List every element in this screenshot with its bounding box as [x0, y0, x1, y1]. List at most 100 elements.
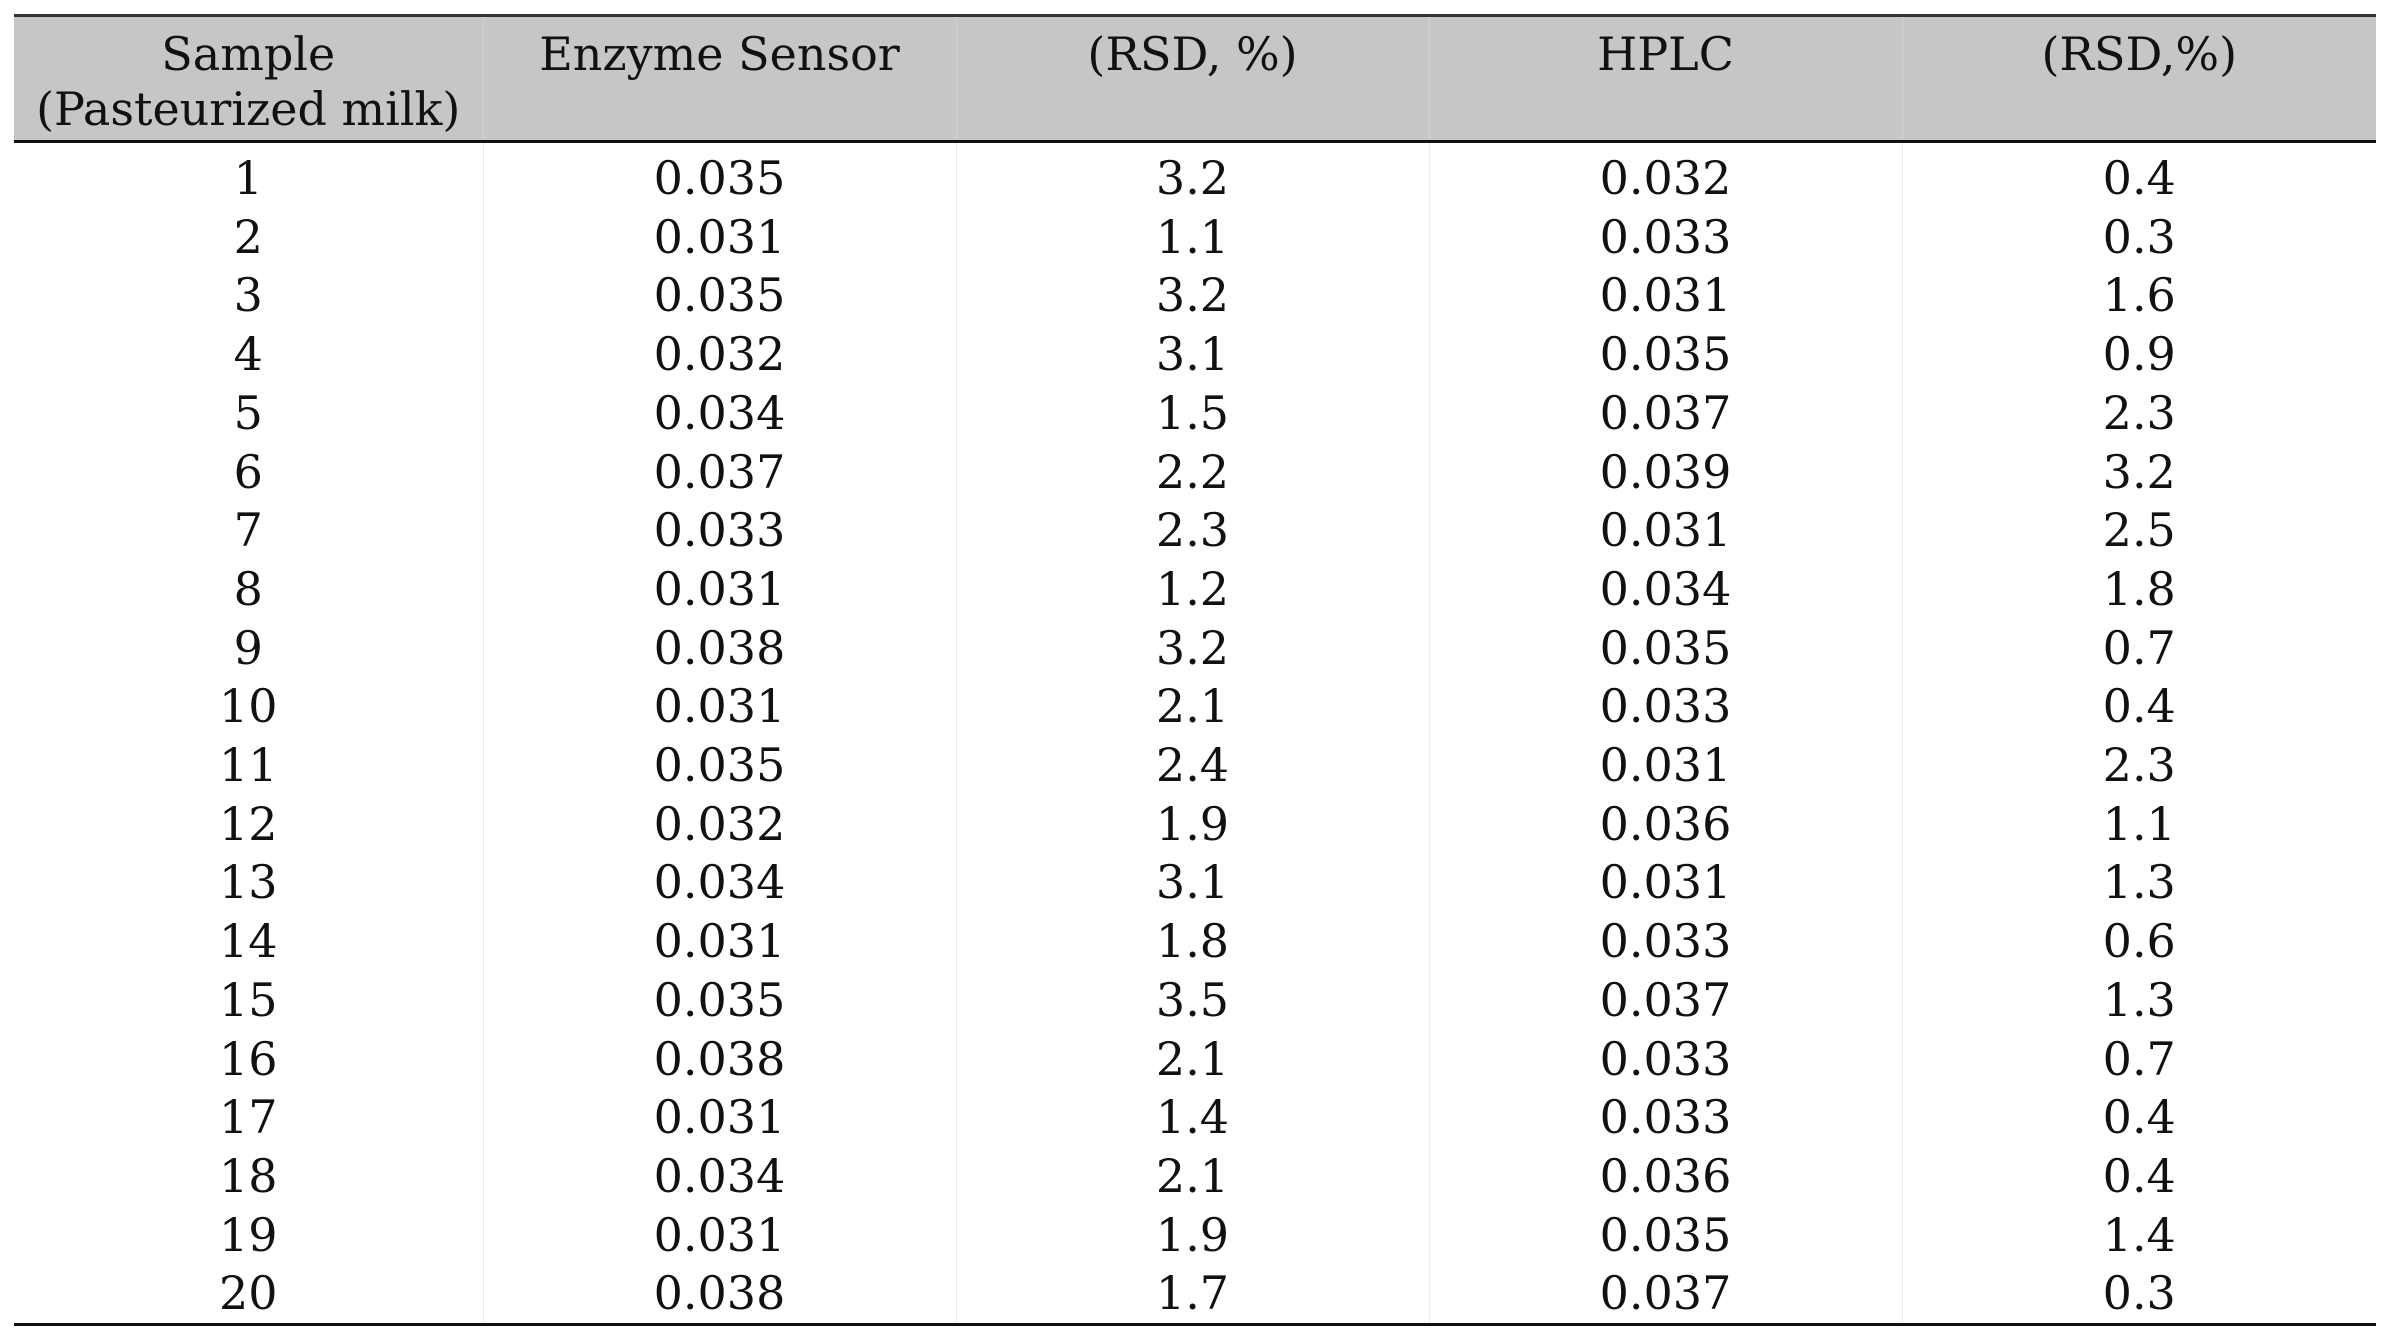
cell-hplc: 0.033 [1428, 1088, 1902, 1147]
cell-enzyme-sensor: 0.031 [482, 1088, 956, 1147]
cell-hplc-rsd: 1.3 [1901, 853, 2376, 913]
cell-sample: 19 [218, 1207, 278, 1262]
cell-sample: 8 [233, 561, 263, 616]
table-row: 4 0.032 3.1 0.035 0.9 [14, 325, 2376, 384]
cell-enzyme-sensor: 0.037 [482, 442, 956, 502]
header-enzyme-rsd: (RSD, %) [955, 14, 1429, 143]
table-row: 3 0.035 3.2 0.031 1.6 [14, 266, 2376, 326]
cell-hplc: 0.032 [1428, 141, 1902, 208]
cell-sample: 10 [218, 679, 278, 734]
header-enzyme-rsd-label: (RSD, %) [1087, 27, 1298, 81]
cell-enzyme-sensor: 0.035 [482, 266, 956, 326]
cell-hplc: 0.033 [1428, 677, 1902, 737]
cell-hplc-rsd: 0.7 [1901, 1029, 2376, 1089]
table-row: 16 0.038 2.1 0.033 0.7 [14, 1029, 2376, 1089]
header-hplc-label: HPLC [1597, 27, 1734, 81]
table-row: 17 0.031 1.4 0.033 0.4 [14, 1088, 2376, 1147]
table-row: 14 0.031 1.8 0.033 0.6 [14, 912, 2376, 971]
cell-enzyme-rsd: 1.5 [955, 383, 1429, 443]
cell-hplc: 0.031 [1428, 736, 1902, 795]
cell-enzyme-sensor: 0.034 [482, 383, 956, 443]
table-row: 19 0.031 1.9 0.035 1.4 [14, 1205, 2376, 1265]
cell-enzyme-sensor: 0.032 [482, 794, 956, 854]
cell-hplc-rsd: 0.4 [1901, 1146, 2376, 1206]
table-row: 18 0.034 2.1 0.036 0.4 [14, 1146, 2376, 1206]
cell-sample: 5 [233, 385, 263, 440]
cell-enzyme-sensor: 0.035 [482, 141, 956, 208]
cell-enzyme-rsd: 1.2 [955, 559, 1429, 619]
table-row: 11 0.035 2.4 0.031 2.3 [14, 736, 2376, 795]
cell-enzyme-rsd: 1.1 [955, 207, 1429, 267]
table-row: 20 0.038 1.7 0.037 0.3 [14, 1264, 2376, 1327]
table-row: 6 0.037 2.2 0.039 3.2 [14, 442, 2376, 502]
cell-sample: 13 [218, 855, 278, 910]
cell-enzyme-rsd: 3.1 [955, 853, 1429, 913]
cell-enzyme-rsd: 2.2 [955, 442, 1429, 502]
table-row: 10 0.031 2.1 0.033 0.4 [14, 677, 2376, 737]
cell-enzyme-sensor: 0.031 [482, 207, 956, 267]
header-enzyme-sensor: Enzyme Sensor [482, 14, 956, 143]
cell-enzyme-sensor: 0.031 [482, 559, 956, 619]
table-body: 1 0.035 3.2 0.032 0.4 2 0.031 1.1 0.033 0.3 3 0.035… [14, 141, 2376, 1327]
cell-enzyme-sensor: 0.035 [482, 736, 956, 795]
cell-hplc-rsd: 1.8 [1901, 559, 2376, 619]
cell-sample: 6 [233, 444, 263, 499]
cell-hplc-rsd: 0.3 [1901, 1264, 2376, 1327]
cell-hplc-rsd: 0.4 [1901, 677, 2376, 737]
cell-enzyme-rsd: 1.7 [955, 1264, 1429, 1327]
cell-enzyme-rsd: 1.8 [955, 912, 1429, 971]
cell-sample: 7 [233, 503, 263, 558]
cell-enzyme-rsd: 3.2 [955, 618, 1429, 678]
data-table: Sample (Pasteurized milk) Enzyme Sensor … [14, 14, 2376, 1327]
cell-sample: 1 [233, 151, 263, 205]
cell-hplc-rsd: 1.3 [1901, 970, 2376, 1030]
cell-sample: 4 [233, 327, 263, 382]
table-row: 12 0.032 1.9 0.036 1.1 [14, 794, 2376, 854]
table-row: 2 0.031 1.1 0.033 0.3 [14, 207, 2376, 267]
header-sample: Sample (Pasteurized milk) [14, 14, 483, 143]
cell-enzyme-sensor: 0.034 [482, 853, 956, 913]
cell-sample: 16 [218, 1031, 278, 1086]
cell-hplc: 0.035 [1428, 618, 1902, 678]
table-row: 1 0.035 3.2 0.032 0.4 [14, 141, 2376, 208]
cell-hplc: 0.037 [1428, 1264, 1902, 1327]
table-row: 15 0.035 3.5 0.037 1.3 [14, 970, 2376, 1030]
cell-sample: 3 [233, 268, 263, 323]
cell-enzyme-rsd: 1.9 [955, 794, 1429, 854]
cell-hplc: 0.035 [1428, 1205, 1902, 1265]
cell-hplc-rsd: 0.3 [1901, 207, 2376, 267]
cell-sample: 20 [14, 1264, 483, 1327]
cell-enzyme-rsd: 3.1 [955, 325, 1429, 384]
header-enzyme-sensor-label: Enzyme Sensor [539, 27, 900, 81]
cell-hplc: 0.031 [1428, 853, 1902, 913]
cell-hplc-rsd: 1.6 [1901, 266, 2376, 326]
cell-hplc-rsd: 1.1 [1901, 794, 2376, 854]
cell-enzyme-rsd: 2.4 [955, 736, 1429, 795]
cell-sample: 15 [218, 972, 278, 1027]
cell-enzyme-sensor: 0.031 [482, 677, 956, 737]
table-row: 8 0.031 1.2 0.034 1.8 [14, 559, 2376, 619]
cell-enzyme-sensor: 0.038 [482, 1029, 956, 1089]
cell-hplc-rsd: 2.3 [1901, 736, 2376, 795]
cell-enzyme-rsd: 1.4 [955, 1088, 1429, 1147]
cell-hplc: 0.035 [1428, 325, 1902, 384]
cell-hplc: 0.034 [1428, 559, 1902, 619]
cell-enzyme-rsd: 3.2 [955, 266, 1429, 326]
cell-hplc-rsd: 2.5 [1901, 501, 2376, 560]
header-hplc: HPLC [1428, 14, 1902, 143]
cell-enzyme-sensor: 0.031 [482, 1205, 956, 1265]
cell-hplc: 0.037 [1428, 970, 1902, 1030]
header-sample-line1: Sample [161, 27, 336, 81]
cell-hplc: 0.033 [1428, 207, 1902, 267]
cell-hplc-rsd: 0.9 [1901, 325, 2376, 384]
cell-sample: 17 [218, 1090, 278, 1145]
cell-enzyme-rsd: 3.5 [955, 970, 1429, 1030]
cell-hplc: 0.037 [1428, 383, 1902, 443]
table-row: 5 0.034 1.5 0.037 2.3 [14, 383, 2376, 443]
cell-hplc-rsd: 2.3 [1901, 383, 2376, 443]
cell-enzyme-rsd: 3.2 [955, 141, 1429, 208]
cell-enzyme-rsd: 2.1 [955, 1146, 1429, 1206]
cell-hplc: 0.036 [1428, 1146, 1902, 1206]
cell-enzyme-rsd: 2.3 [955, 501, 1429, 560]
cell-enzyme-rsd: 1.9 [955, 1205, 1429, 1265]
